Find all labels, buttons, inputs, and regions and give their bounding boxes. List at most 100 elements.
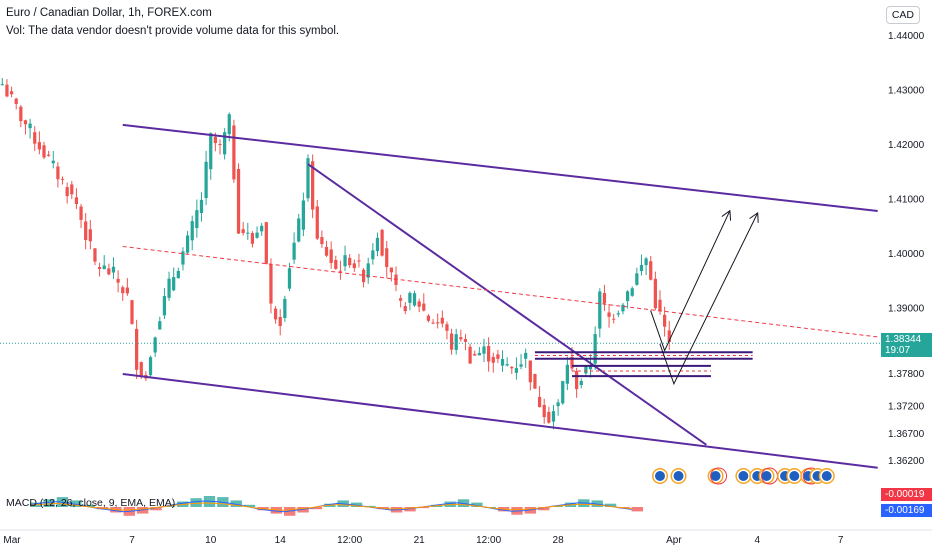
- candle: [297, 213, 301, 243]
- candle-body: [399, 298, 403, 301]
- candle-body: [209, 133, 213, 170]
- candle-body: [371, 250, 375, 260]
- y-tick-label: 1.37800: [888, 369, 925, 380]
- candle: [315, 200, 319, 241]
- macd-bar: [150, 507, 162, 511]
- candle-body: [37, 142, 41, 150]
- macd-bar: [43, 499, 55, 507]
- candle: [19, 104, 23, 128]
- candle-body: [195, 210, 199, 229]
- event-flag: [821, 471, 832, 481]
- x-tick-label: 4: [754, 535, 760, 546]
- candle: [33, 126, 37, 151]
- signal-tag: -0.00169: [881, 504, 932, 517]
- candle: [204, 150, 208, 205]
- candle: [209, 132, 213, 180]
- candle: [9, 86, 14, 98]
- candle-body: [148, 357, 153, 376]
- candle: [93, 248, 97, 266]
- x-tick-label: 21: [414, 535, 426, 546]
- candle-body: [561, 381, 565, 404]
- candle: [102, 255, 106, 270]
- candle: [524, 348, 528, 368]
- candle: [607, 303, 611, 328]
- upper-channel: [122, 123, 878, 213]
- candle: [176, 267, 180, 279]
- candle-body: [111, 266, 116, 273]
- candle: [111, 257, 116, 279]
- x-tick-label: 10: [205, 535, 217, 546]
- candle-body: [19, 106, 23, 122]
- y-axis[interactable]: 1.44000 1.43000 1.42000 1.41000 1.40000 1.390…: [888, 31, 925, 467]
- candle: [5, 79, 9, 98]
- candle: [167, 271, 171, 301]
- candle-body: [348, 257, 352, 266]
- candle-body: [639, 264, 644, 272]
- candle-body: [426, 315, 431, 321]
- candle-body: [473, 354, 477, 356]
- macd-bar: [270, 507, 283, 514]
- candle-body: [14, 98, 18, 104]
- macd-bar: [83, 504, 95, 507]
- candle-body: [65, 187, 69, 197]
- candle: [473, 350, 477, 356]
- event-flag: [655, 471, 665, 481]
- candle: [324, 240, 329, 258]
- x-tick-label: 12:00: [337, 535, 362, 546]
- candle-body: [653, 278, 657, 309]
- event-flag: [710, 471, 721, 481]
- x-axis[interactable]: Mar 7 10 14 12:00 21 12:00 28 Apr 4 7: [0, 529, 932, 546]
- candle: [528, 360, 532, 391]
- candle: [278, 309, 282, 336]
- candle-body: [213, 136, 217, 144]
- candle-body: [565, 364, 569, 384]
- projection-arrow: [659, 214, 757, 386]
- candle-body: [292, 242, 296, 260]
- candle: [301, 192, 305, 237]
- candle: [60, 176, 65, 185]
- candle-body: [579, 380, 583, 386]
- macd-bar: [297, 507, 309, 513]
- candle: [417, 298, 421, 313]
- x-tick-label: 7: [129, 535, 135, 546]
- candle: [357, 253, 361, 268]
- candle: [352, 259, 356, 272]
- candle-body: [352, 263, 356, 269]
- macd-indicator-label[interactable]: MACD (12, 26, close, 9, EMA, EMA): [6, 497, 176, 509]
- candle-body: [588, 365, 593, 370]
- candle: [487, 337, 491, 372]
- candle: [241, 222, 245, 236]
- candle: [449, 328, 454, 355]
- event-flag: [738, 471, 749, 481]
- candle: [246, 222, 250, 240]
- candle: [130, 299, 134, 325]
- candle: [47, 150, 51, 157]
- currency-button[interactable]: CAD: [885, 6, 920, 24]
- candle: [463, 334, 468, 351]
- candle-body: [269, 264, 273, 304]
- candle-body: [644, 258, 648, 266]
- candle: [612, 313, 616, 324]
- candle-body: [630, 288, 634, 296]
- candle: [575, 367, 579, 398]
- candle-body: [250, 233, 255, 244]
- x-tick-label: 7: [838, 535, 844, 546]
- candle: [23, 119, 28, 135]
- candle-body: [598, 291, 602, 329]
- candle-body: [436, 322, 440, 324]
- projection-arrow: [650, 212, 730, 352]
- candle-body: [241, 229, 245, 234]
- candle: [236, 163, 241, 234]
- candle-body: [102, 265, 106, 270]
- candle: [542, 398, 546, 424]
- macd-bar: [404, 507, 416, 512]
- candle: [311, 154, 315, 219]
- y-tick-label: 1.36700: [888, 429, 925, 440]
- candle: [292, 232, 296, 264]
- candle-body: [528, 360, 532, 383]
- y-tick-label: 1.39000: [888, 304, 925, 315]
- candle-body: [357, 260, 361, 262]
- candle: [616, 310, 620, 318]
- candle: [195, 199, 199, 238]
